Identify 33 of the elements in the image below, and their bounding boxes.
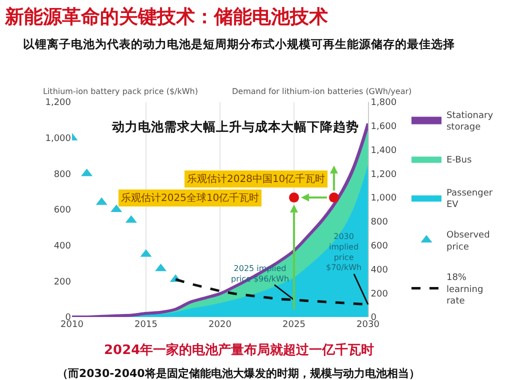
text: 2024年一家的电池产量布局就超过一亿千瓦时 bbox=[104, 342, 374, 358]
y2-tick-label: 1,000 bbox=[370, 194, 397, 204]
chart-subtitle: 以锂离子电池为代表的动力电池是短周期分布式小规模可再生能源储存的最佳选择 bbox=[23, 37, 455, 51]
legend-label: Stationary storage bbox=[446, 110, 494, 133]
y-tick-label: 200 bbox=[54, 277, 72, 288]
y2-tick-label: 1,800 bbox=[370, 98, 397, 108]
y2-tick-label: 600 bbox=[370, 241, 388, 252]
y2-tick-label: 400 bbox=[370, 265, 388, 276]
y-tick-label: 1,200 bbox=[45, 98, 72, 108]
y-tick-label: 1,000 bbox=[45, 134, 72, 144]
x-tick-label: 2025 bbox=[282, 320, 306, 330]
y-axis-title: Lithium-ion battery pack price ($/kWh) bbox=[43, 87, 198, 96]
y2-tick-label: 800 bbox=[370, 218, 388, 228]
y2-tick-label: 200 bbox=[370, 289, 388, 300]
legend-label: Passenger EV bbox=[446, 188, 493, 210]
y-tick-label: 400 bbox=[54, 241, 72, 252]
annotation: 乐观估计2025全球10亿千瓦时 bbox=[121, 192, 260, 204]
text: （而2030-2040将是固定储能电池大爆发的时期，规模与动力电池相当） bbox=[57, 367, 420, 380]
y2-tick-label: 1,600 bbox=[370, 122, 397, 132]
y-tick-label: 800 bbox=[54, 170, 72, 180]
annotation: 乐观估计2028中国10亿千瓦时 bbox=[187, 173, 326, 185]
annotation: 2030 implied price $70/kWh bbox=[326, 232, 362, 272]
x-tick-label: 2020 bbox=[208, 320, 232, 330]
legend-label: 18% learning rate bbox=[446, 273, 484, 306]
y-tick-label: 600 bbox=[54, 206, 72, 216]
legend-label: E-Bus bbox=[446, 155, 472, 166]
x-tick-label: 2015 bbox=[134, 320, 158, 330]
legend-label: Observed price bbox=[446, 230, 490, 252]
y2-tick-label: 1,200 bbox=[370, 170, 397, 180]
y2-axis-title: Demand for lithium-ion batteries (GWh/year) bbox=[232, 87, 412, 96]
chart-title: 新能源革命的关键技术：储能电池技术 bbox=[4, 6, 328, 28]
y2-tick-label: 1,400 bbox=[370, 146, 397, 156]
annotation: 动力电池需求大幅上升与成本大幅下降趋势 bbox=[111, 119, 359, 134]
